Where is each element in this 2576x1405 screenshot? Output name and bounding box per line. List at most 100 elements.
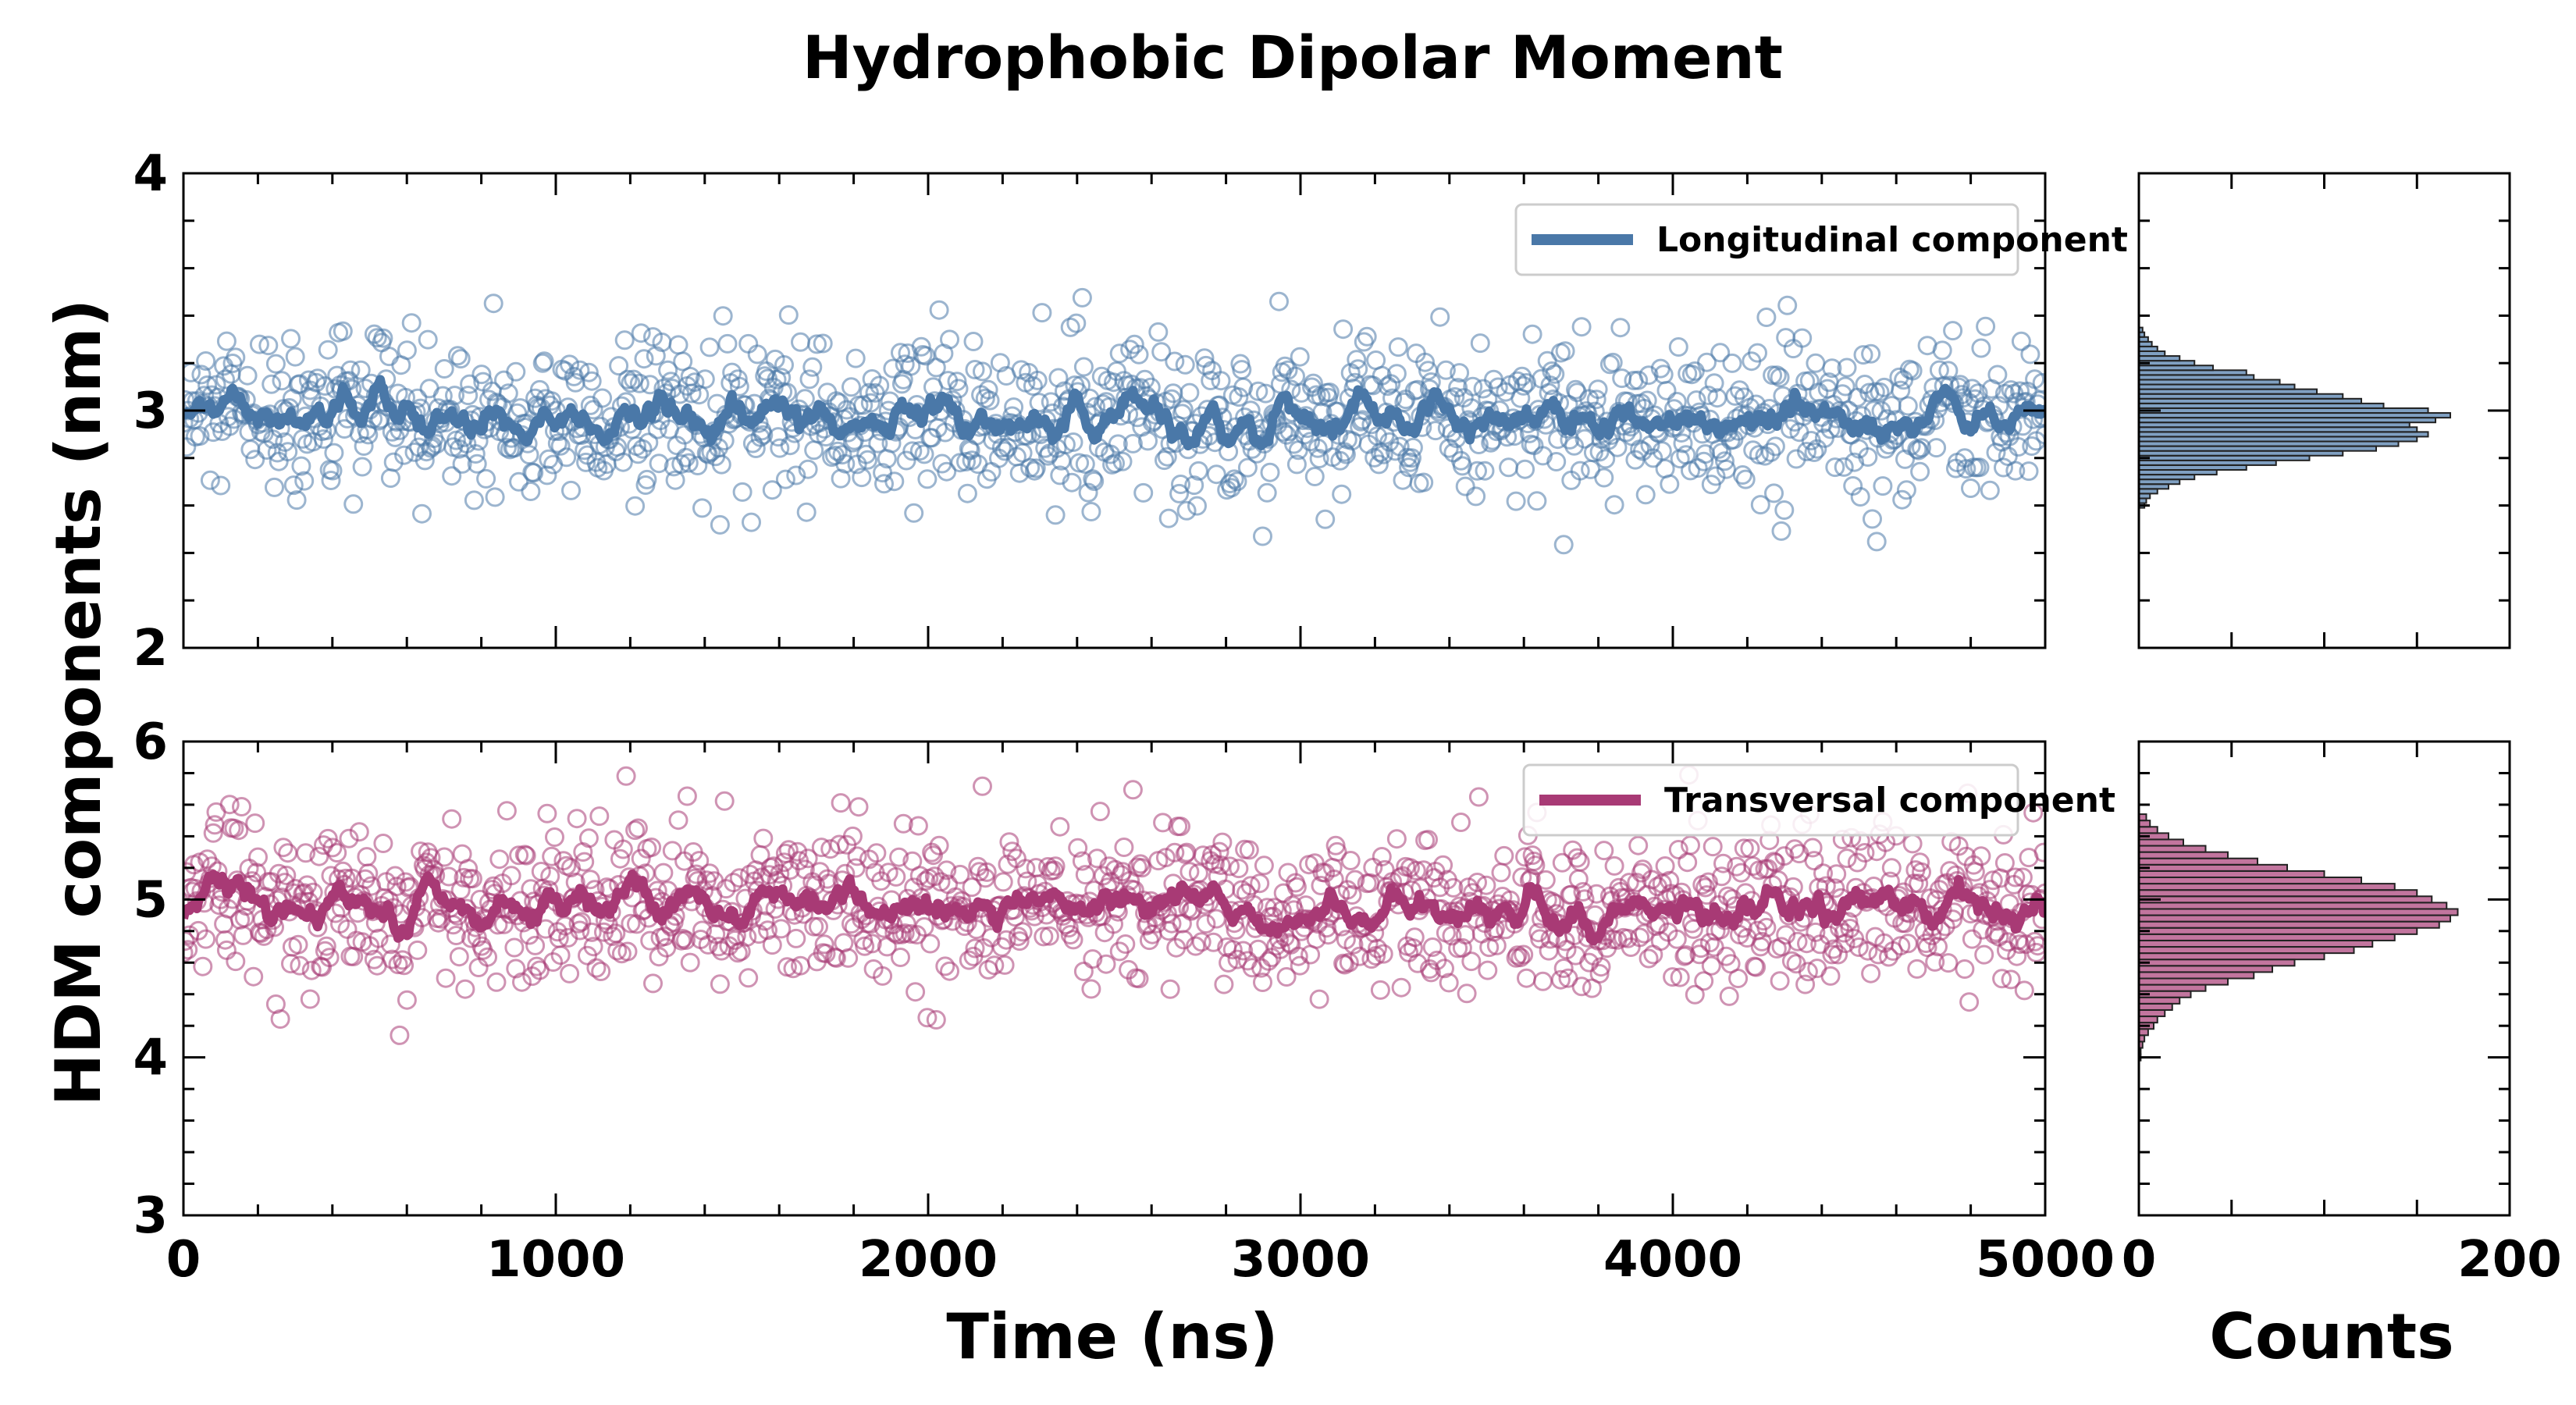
transversal-scatter-point [1910,852,1930,873]
transversal-hist-bar [2138,820,2151,828]
transversal-panel: 0 1000 2000 3000 4000 5000 3 4 5 6 Transversal com… [133,713,2115,1289]
longitudinal-scatter-point [909,441,930,461]
transversal-scatter-point [397,990,417,1010]
longitudinal-scatter-point [1586,389,1606,410]
longitudinal-scatter-point [902,441,923,461]
longitudinal-scatter-point [1588,379,1608,400]
transversal-scatter-point [1774,846,1795,866]
transversal-scatter-point [1962,929,1982,949]
longitudinal-scatter-point [911,336,931,357]
longitudinal-scatter-point [447,346,468,366]
longitudinal-scatter-point [1257,482,1277,503]
transversal-legend-label: Transversal component [1664,781,2115,820]
longitudinal-scatter-point [1224,469,1244,489]
longitudinal-scatter-point [1673,433,1693,454]
longitudinal-scatter-point [352,457,372,477]
transversal-scatter-point [1214,974,1234,994]
longitudinal-scatter-point [1060,317,1080,337]
longitudinal-scatter-point [1542,361,1562,381]
transversal-scatter-point [248,847,268,867]
transversal-scatter-point [1983,870,2003,891]
transversal-scatter-point [589,806,610,827]
longitudinal-scatter-point [1333,319,1354,340]
longitudinal-scatter-point [1892,489,1912,510]
transversal-scatter-point [357,847,377,867]
longitudinal-scatter-point [813,333,833,354]
longitudinal-scatter-point [673,351,693,372]
transversal-scatter-point [847,846,867,866]
transversal-scatter-point [196,929,216,949]
transversal-scatter-point [1258,951,1279,971]
transversal-scatter-point [1628,835,1649,855]
transversal-scatter-point [1343,934,1364,955]
transversal-scatter-point [1681,835,1700,855]
longitudinal-scatter-point [1029,393,1049,413]
longitudinal-legend-label: Longitudinal component [1656,220,2128,260]
longitudinal-scatter-point [293,429,313,449]
longitudinal-scatter-point [471,365,492,385]
longitudinal-scatter-point [937,461,957,482]
longitudinal-scatter-point [1083,469,1103,489]
longitudinal-scatter-point [1084,471,1105,491]
longitudinal-scatter-point [1697,352,1717,372]
transversal-scatter-point [1186,936,1206,956]
longitudinal-scatter-point [753,425,774,445]
transversal-scatter-point [591,962,611,981]
transversal-scatter-point [1674,946,1695,966]
longitudinal-scatter-point [1599,354,1620,375]
longitudinal-scatter-point [418,329,438,350]
longitudinal-scatter-point [1806,353,1826,373]
longitudinal-scatter-point [802,357,823,377]
transversal-scatter-point [1986,922,2006,942]
transversal-scatter-point [1129,969,1149,989]
transversal-scatter-point [677,786,697,806]
transversal-scatter-point [1012,922,1033,942]
longitudinal-scatter-point [1704,373,1724,393]
longitudinal-scatter-point [901,356,921,376]
transversal-scatter-point [1834,923,1854,943]
longitudinal-scatter-point [1148,322,1169,342]
transversal-scatter-point [1034,927,1054,947]
longitudinal-scatter-point [240,439,261,460]
transversal-scatter-point [1407,953,1428,973]
transversal-scatter-point [610,848,630,869]
longitudinal-scatter-point [1515,459,1535,479]
longitudinal-scatter-point [791,332,810,352]
longitudinal-scatter-point [1656,380,1677,400]
transversal-scatter-point [1391,977,1411,998]
longitudinal-scatter-point [1858,447,1878,467]
longitudinal-scatter-point [450,349,471,369]
y-tick-label: 3 [133,1187,168,1245]
longitudinal-scatter-point [1269,291,1289,311]
longitudinal-scatter-point [1158,508,1179,528]
transversal-hist-bar [2138,1016,2158,1024]
transversal-scatter-point [339,828,359,848]
transversal-scatter-point [1994,853,2015,873]
longitudinal-scatter-point [796,502,817,522]
transversal-scatter-point [1045,856,1066,877]
transversal-scatter-point [183,940,198,960]
transversal-hist-bar [2138,1008,2166,1018]
longitudinal-scatter-point [2022,436,2042,456]
longitudinal-scatter-point [1567,382,1587,403]
transversal-scatter-point [1699,933,1720,953]
transversal-scatter-point [525,935,546,955]
longitudinal-scatter-point [1603,352,1623,372]
longitudinal-scatter-point [1670,449,1690,469]
y-tick-label: 4 [133,145,168,203]
transversal-hist-bar [2138,877,2362,885]
transversal-scatter-point [327,843,347,863]
longitudinal-scatter-point [262,374,282,394]
transversal-hist-bar [2138,870,2325,879]
longitudinal-scatter-point [1514,375,1534,396]
transversal-scatter-point [570,920,590,941]
hist-x-tick-label: 200 [2457,1231,2562,1289]
transversal-hist-bar [2138,933,2396,941]
transversal-scatter-point [504,937,525,958]
longitudinal-scatter-point [1735,469,1756,489]
transversal-scatter-point [1959,992,1980,1012]
transversal-scatter-point [1517,968,1536,988]
transversal-smoothed-line [183,870,2045,946]
transversal-scatter-point [653,863,674,883]
